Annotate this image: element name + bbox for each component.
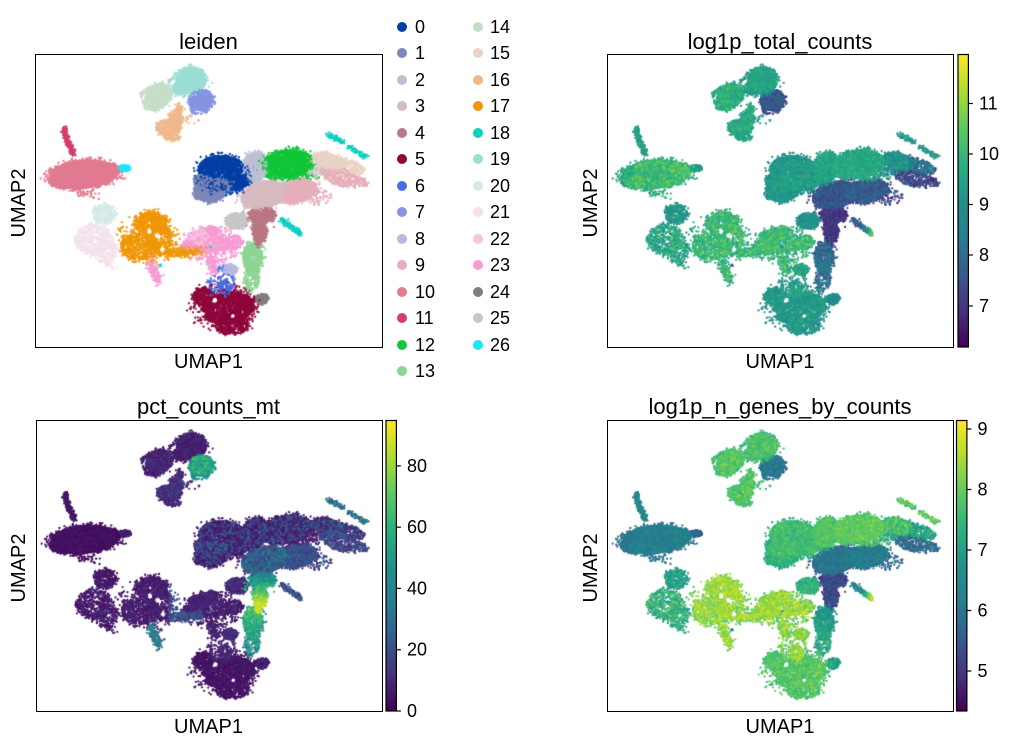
svg-text:9: 9 <box>979 195 989 215</box>
svg-text:6: 6 <box>978 601 988 621</box>
svg-text:5: 5 <box>978 661 988 681</box>
svg-text:7: 7 <box>978 540 988 560</box>
svg-text:40: 40 <box>407 578 427 598</box>
svg-text:8: 8 <box>979 245 989 265</box>
svg-text:8: 8 <box>978 480 988 500</box>
svg-text:0: 0 <box>407 701 417 721</box>
svg-text:60: 60 <box>407 517 427 537</box>
svg-text:9: 9 <box>978 419 988 439</box>
svg-text:20: 20 <box>407 640 427 660</box>
svg-text:11: 11 <box>979 94 998 114</box>
svg-text:7: 7 <box>979 296 989 316</box>
svg-text:80: 80 <box>407 456 427 476</box>
svg-text:10: 10 <box>979 144 999 164</box>
